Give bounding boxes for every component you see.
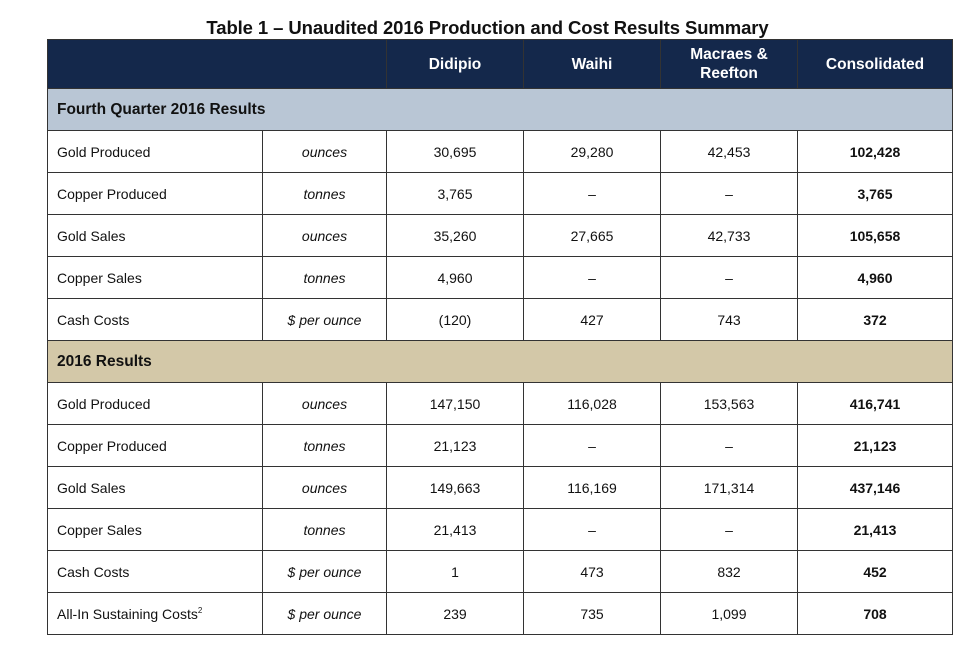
results-summary-table: Didipio Waihi Macraes & Reefton Consolid… [47,39,953,635]
macraes-value: – [660,172,798,215]
table-row: Cash Costs $ per ounce (120) 427 743 372 [47,298,953,341]
row-label: Cash Costs [47,550,263,593]
row-label: Gold Sales [47,466,263,509]
row-unit: ounces [262,466,387,509]
column-header-didipio: Didipio [386,39,524,89]
row-label: Copper Produced [47,424,263,467]
macraes-value: 171,314 [660,466,798,509]
waihi-value: 427 [523,298,661,341]
table-row: Gold Produced ounces 30,695 29,280 42,45… [47,130,953,173]
table-row: Gold Sales ounces 35,260 27,665 42,733 1… [47,214,953,257]
section-title: 2016 Results [47,340,953,383]
table-row: Copper Produced tonnes 3,765 – – 3,765 [47,172,953,215]
waihi-value: 29,280 [523,130,661,173]
macraes-value: 743 [660,298,798,341]
didipio-value: 1 [386,550,524,593]
header-row: Didipio Waihi Macraes & Reefton Consolid… [47,39,953,89]
waihi-value: – [523,508,661,551]
didipio-value: (120) [386,298,524,341]
consolidated-value: 4,960 [797,256,953,299]
section-header-2016: 2016 Results [47,340,953,383]
didipio-value: 149,663 [386,466,524,509]
row-label: Gold Sales [47,214,263,257]
table-row: Copper Produced tonnes 21,123 – – 21,123 [47,424,953,467]
row-unit: ounces [262,214,387,257]
didipio-value: 30,695 [386,130,524,173]
row-label-text: All-In Sustaining Costs [57,605,198,622]
didipio-value: 4,960 [386,256,524,299]
table-row: Gold Produced ounces 147,150 116,028 153… [47,382,953,425]
table-row: Gold Sales ounces 149,663 116,169 171,31… [47,466,953,509]
section-title: Fourth Quarter 2016 Results [47,88,953,131]
column-header-waihi: Waihi [523,39,661,89]
didipio-value: 239 [386,592,524,635]
section-header-q4: Fourth Quarter 2016 Results [47,88,953,131]
row-unit: tonnes [262,508,387,551]
macraes-value: 832 [660,550,798,593]
didipio-value: 3,765 [386,172,524,215]
waihi-value: – [523,424,661,467]
waihi-value: 735 [523,592,661,635]
row-label: All-In Sustaining Costs2 [47,592,263,635]
macraes-value: – [660,508,798,551]
header-blank-cell [47,39,387,89]
waihi-value: – [523,172,661,215]
consolidated-value: 452 [797,550,953,593]
macraes-value: 1,099 [660,592,798,635]
macraes-value: 42,453 [660,130,798,173]
didipio-value: 35,260 [386,214,524,257]
consolidated-value: 105,658 [797,214,953,257]
consolidated-value: 437,146 [797,466,953,509]
row-unit: $ per ounce [262,592,387,635]
table-row: All-In Sustaining Costs2 $ per ounce 239… [47,592,953,635]
waihi-value: 27,665 [523,214,661,257]
consolidated-value: 372 [797,298,953,341]
consolidated-value: 21,123 [797,424,953,467]
row-unit: $ per ounce [262,550,387,593]
row-label: Copper Produced [47,172,263,215]
didipio-value: 147,150 [386,382,524,425]
macraes-value: 153,563 [660,382,798,425]
row-label: Gold Produced [47,130,263,173]
row-unit: $ per ounce [262,298,387,341]
waihi-value: – [523,256,661,299]
consolidated-value: 708 [797,592,953,635]
row-unit: tonnes [262,424,387,467]
row-unit: tonnes [262,256,387,299]
row-label: Copper Sales [47,508,263,551]
row-label: Cash Costs [47,298,263,341]
row-unit: ounces [262,130,387,173]
table-row: Copper Sales tonnes 21,413 – – 21,413 [47,508,953,551]
column-header-consolidated: Consolidated [797,39,953,89]
didipio-value: 21,123 [386,424,524,467]
consolidated-value: 416,741 [797,382,953,425]
macraes-value: – [660,256,798,299]
consolidated-value: 21,413 [797,508,953,551]
table-row: Copper Sales tonnes 4,960 – – 4,960 [47,256,953,299]
column-header-macraes-line2: Reefton [700,65,758,82]
macraes-value: 42,733 [660,214,798,257]
table-row: Cash Costs $ per ounce 1 473 832 452 [47,550,953,593]
column-header-macraes-reefton: Macraes & Reefton [660,39,798,89]
row-unit: tonnes [262,172,387,215]
waihi-value: 116,169 [523,466,661,509]
consolidated-value: 3,765 [797,172,953,215]
row-label: Gold Produced [47,382,263,425]
row-label: Copper Sales [47,256,263,299]
column-header-macraes-line1: Macraes & [690,46,768,63]
row-unit: ounces [262,382,387,425]
consolidated-value: 102,428 [797,130,953,173]
footnote-marker: 2 [197,605,203,615]
didipio-value: 21,413 [386,508,524,551]
table-title: Table 1 – Unaudited 2016 Production and … [206,17,769,38]
waihi-value: 473 [523,550,661,593]
macraes-value: – [660,424,798,467]
waihi-value: 116,028 [523,382,661,425]
